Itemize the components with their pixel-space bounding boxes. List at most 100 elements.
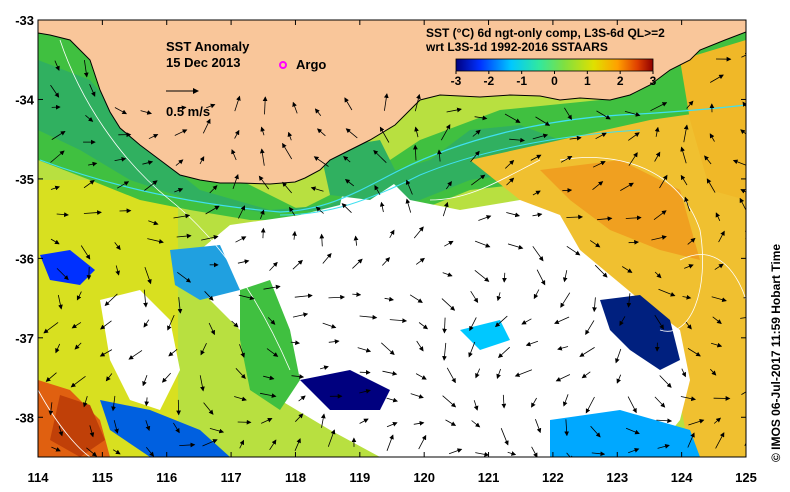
current-vector-arrow-icon: [628, 239, 639, 245]
lon-label: 116: [156, 470, 177, 485]
current-vector-arrow-icon: [745, 72, 746, 78]
lon-label: 120: [413, 470, 435, 485]
current-vector-arrow-icon: [445, 419, 457, 426]
current-vector-arrow-icon: [750, 348, 765, 353]
current-vector-arrow-icon: [282, 142, 293, 160]
current-vector-arrow-icon: [654, 314, 664, 330]
current-vector-arrow-icon: [161, 372, 171, 383]
current-vector-arrow-icon: [343, 155, 351, 163]
current-vector-arrow-icon: [231, 320, 239, 328]
current-vector-arrow-icon: [115, 265, 120, 276]
current-vector-arrow-icon: [714, 263, 724, 270]
current-vector-arrow-icon: [474, 115, 488, 121]
current-vector-arrow-icon: [231, 149, 237, 161]
current-vector-arrow-icon: [85, 114, 94, 122]
current-vector-arrow-icon: [732, 159, 746, 166]
current-vector-arrow-icon: [474, 240, 491, 248]
lon-label: 115: [92, 470, 113, 485]
current-vector-arrow-icon: [687, 432, 695, 448]
contour-4: [679, 254, 746, 301]
current-vector-arrow-icon: [446, 367, 456, 384]
current-vector-arrow-icon: [200, 343, 207, 356]
current-vector-arrow-icon: [446, 107, 462, 113]
lat-label: -38: [15, 410, 34, 425]
current-vector-arrow-icon: [442, 395, 457, 408]
current-vector-arrow-icon: [445, 181, 452, 190]
current-vector-arrow-icon: [202, 439, 218, 447]
current-vector-arrow-icon: [50, 185, 60, 191]
current-vector-arrow-icon: [260, 209, 265, 220]
anomaly-northeast-warm: [680, 40, 746, 200]
current-vector-arrow-icon: [202, 118, 211, 134]
current-vector-arrow-icon: [746, 260, 752, 273]
current-vector-arrow-icon: [591, 451, 606, 457]
current-vector-arrow-icon: [627, 396, 637, 414]
current-vector-arrow-icon: [585, 396, 595, 414]
current-vector-arrow-icon: [71, 322, 82, 329]
current-vector-arrow-icon: [148, 220, 159, 226]
current-vector-arrow-icon: [56, 212, 69, 217]
current-vector-arrow-icon: [533, 289, 540, 300]
credit-text: © IMOS 06-Jul-2017 11:59 Hobart Time: [769, 244, 783, 462]
current-vector-arrow-icon: [235, 236, 247, 243]
current-vector-arrow-icon: [680, 396, 696, 402]
current-vector-arrow-icon: [506, 177, 515, 186]
current-vector-arrow-icon: [654, 151, 661, 162]
current-vector-arrow-icon: [535, 419, 542, 434]
current-vector-arrow-icon: [680, 146, 687, 164]
anomaly-coastal-strong: [38, 60, 560, 212]
current-vector-arrow-icon: [531, 446, 538, 457]
current-vector-arrow-icon: [174, 129, 188, 136]
current-vector-arrow-icon: [741, 391, 746, 395]
current-vector-arrow-icon: [562, 394, 569, 407]
current-vector-arrow-icon: [99, 349, 113, 357]
current-vector-arrow-icon: [471, 420, 481, 428]
current-vector-arrow-icon: [260, 227, 266, 239]
current-vector-arrow-icon: [579, 347, 595, 357]
current-vector-arrow-icon: [469, 317, 477, 332]
current-vector-arrow-icon: [444, 240, 454, 247]
current-vector-arrow-icon: [205, 205, 220, 215]
current-vector-arrow-icon: [292, 230, 297, 240]
current-vector-arrow-icon: [502, 272, 507, 283]
current-vector-arrow-icon: [560, 292, 571, 308]
current-vector-arrow-icon: [659, 375, 672, 388]
current-vector-arrow-icon: [590, 425, 601, 438]
current-vector-arrow-icon: [589, 240, 601, 248]
lon-label: 125: [735, 470, 757, 485]
current-vector-arrow-icon: [468, 341, 476, 358]
current-vector-arrow-icon: [383, 93, 389, 111]
current-vector-arrow-icon: [594, 264, 608, 278]
lon-label: 114: [28, 470, 50, 485]
colorbar: [455, 58, 654, 72]
current-vector-arrow-icon: [581, 371, 591, 379]
current-vector-arrow-icon: [750, 412, 761, 419]
current-vectors: [43, 53, 765, 457]
current-vector-arrow-icon: [597, 216, 613, 222]
current-vector-arrow-icon: [258, 175, 270, 190]
current-vector-arrow-icon: [413, 144, 418, 161]
colorbar-tick-label: 0: [551, 74, 558, 88]
current-vector-arrow-icon: [474, 269, 490, 282]
current-vector-arrow-icon: [104, 293, 118, 307]
current-vector-arrow-icon: [203, 402, 214, 415]
current-vector-arrow-icon: [373, 149, 387, 163]
map-date: 15 Dec 2013: [166, 55, 240, 70]
current-vector-arrow-icon: [260, 126, 265, 136]
current-vector-arrow-icon: [389, 229, 395, 238]
lat-label: -37: [15, 331, 34, 346]
current-vector-arrow-icon: [566, 245, 581, 256]
current-vector-arrow-icon: [374, 185, 381, 195]
current-vector-arrow-icon: [495, 315, 508, 328]
argo-legend: Argo: [279, 57, 326, 72]
current-vector-arrow-icon: [111, 395, 116, 412]
current-vector-arrow-icon: [310, 186, 324, 192]
current-vector-arrow-icon: [51, 446, 61, 452]
current-vector-arrow-icon: [261, 417, 273, 424]
current-vector-arrow-icon: [470, 150, 480, 162]
current-vector-arrow-icon: [628, 152, 638, 166]
current-vector-arrow-icon: [263, 375, 275, 381]
current-vector-arrow-icon: [83, 60, 89, 78]
current-vector-arrow-icon: [289, 206, 296, 216]
current-vector-arrow-icon: [379, 126, 390, 143]
